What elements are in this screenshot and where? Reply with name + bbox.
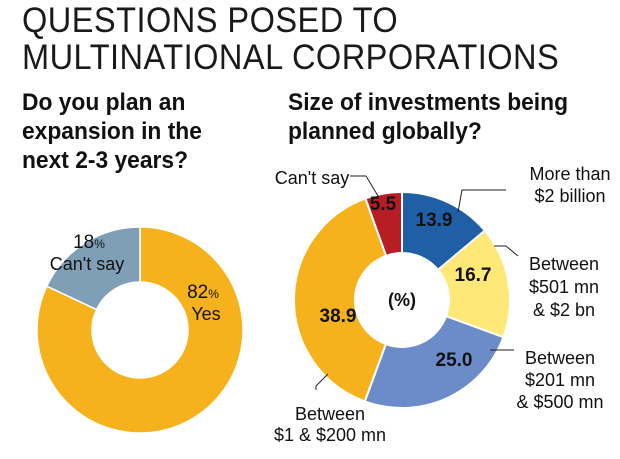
- chart-2-label-2-line-0: Between: [525, 348, 595, 368]
- chart-2-value-4: 5.5: [370, 194, 397, 215]
- chart-1-yes-label: Yes: [191, 304, 220, 324]
- chart-2-question-line-1: Size of investments being: [288, 89, 568, 116]
- chart-2-value-2: 25.0: [436, 350, 473, 371]
- chart-1-slice-0: [36, 226, 244, 434]
- chart-1-question: Do you plan an expansion in the next 2-3…: [22, 88, 250, 175]
- chart-2-slice-1: [436, 229, 511, 339]
- chart-1-question-line-3: next 2-3 years?: [22, 147, 189, 174]
- headline-line-1: QUESTIONS POSED TO: [22, 1, 399, 40]
- headline-line-2: MULTINATIONAL CORPORATIONS: [22, 38, 560, 77]
- chart-2-question-line-2: planned globally?: [288, 118, 482, 145]
- chart-2-label-3-line-1: $1 & $200 mn: [274, 425, 386, 445]
- headline: QUESTIONS POSED TO MULTINATIONAL CORPORA…: [22, 2, 571, 76]
- chart-2-leader-1: [494, 245, 519, 257]
- chart-2-leader-3: [315, 373, 329, 390]
- chart-2-leader-4: [350, 175, 379, 197]
- chart-1-yes-value: 82%: [187, 282, 219, 303]
- chart-2-slice-4: [364, 190, 403, 258]
- chart-2-label-0-line-0: More than: [529, 164, 610, 184]
- chart-1-cantsay-pct-sign: %: [94, 237, 105, 251]
- chart-1-yes-pct-sign: %: [208, 287, 219, 301]
- chart-2-center-label: (%): [388, 290, 416, 310]
- chart-2-question: Size of investments being planned global…: [288, 88, 602, 146]
- chart-2-value-0: 13.9: [416, 210, 453, 231]
- chart-2-label-4-line-0: Can't say: [275, 168, 349, 188]
- chart-2-slice-3: [293, 197, 388, 403]
- chart-1-slice-1: [45, 226, 141, 311]
- chart-1-cantsay-label: Can't say: [50, 254, 124, 274]
- chart-2-value-3: 38.9: [320, 306, 357, 327]
- chart-2-label-2-line-2: & $500 mn: [516, 392, 603, 412]
- chart-2-label-3-line-0: Between: [295, 404, 365, 424]
- chart-2-label-1-line-0: Between: [529, 254, 599, 274]
- chart-2-label-1-line-1: $501 mn: [529, 277, 599, 297]
- chart-1-cantsay-value: 18%: [73, 232, 105, 253]
- chart-2-leader-0: [457, 189, 506, 213]
- chart-2-value-1: 16.7: [455, 265, 492, 286]
- chart-1-question-line-2: expansion in the: [22, 118, 202, 145]
- chart-2-label-1-line-2: & $2 bn: [533, 300, 595, 320]
- chart-2-slice-2: [363, 314, 505, 409]
- chart-1-question-line-1: Do you plan an: [22, 89, 186, 116]
- chart-2-label-2-line-1: $201 mn: [525, 370, 595, 390]
- chart-2-label-0-line-1: $2 billion: [534, 186, 605, 206]
